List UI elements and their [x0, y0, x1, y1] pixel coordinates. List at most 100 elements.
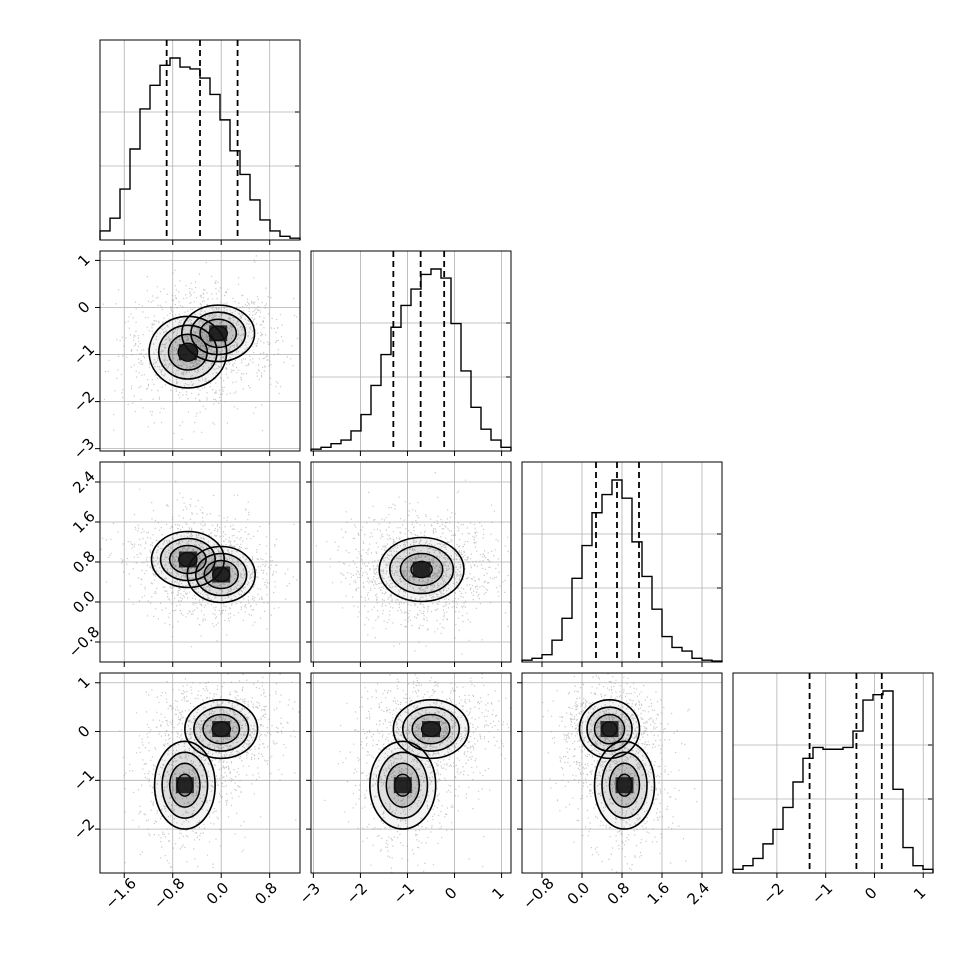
- x-tick-label: 0.8: [604, 879, 634, 909]
- contour-line: [190, 311, 247, 356]
- contour-line: [593, 740, 656, 830]
- y-tick-label: −1: [70, 340, 98, 368]
- x-tick-label: 2.4: [684, 879, 714, 909]
- contour-line: [194, 552, 248, 597]
- density-peak: [600, 721, 619, 738]
- x-tick-label: 0: [441, 884, 460, 903]
- histogram-step: [521, 479, 723, 662]
- density-layer: [102, 251, 299, 441]
- y-tick-label: −1: [70, 766, 98, 794]
- axes-frame: [99, 39, 301, 241]
- scatter-panel-1-0: −3 −2 −1 0 1: [70, 250, 301, 463]
- x-tick-label: 0.0: [564, 879, 594, 909]
- x-tick-label: −1.6: [101, 874, 139, 912]
- x-tick-label: 1.6: [644, 879, 674, 909]
- x-tick-label: −0.8: [150, 874, 188, 912]
- contour-line: [153, 740, 216, 830]
- contour-line: [167, 333, 209, 371]
- contour-line: [608, 762, 641, 808]
- contour-line: [168, 544, 207, 575]
- contour-line: [193, 706, 250, 752]
- contour-line: [378, 536, 465, 603]
- contour-line: [157, 324, 218, 380]
- density-peak: [178, 551, 197, 568]
- contour-line: [369, 740, 437, 830]
- density-layer: [100, 673, 300, 873]
- y-tick-label: 1.6: [69, 507, 99, 537]
- hist-panel-1: [310, 250, 512, 456]
- contour-line: [389, 544, 455, 595]
- x-tick-label: −2: [343, 879, 371, 907]
- contour-line: [392, 699, 470, 760]
- scatter-points: [102, 251, 299, 441]
- contour-line: [401, 706, 461, 752]
- scatter-panel-3-1: −3 −2 −1 0 1: [296, 672, 512, 908]
- axes-frame: [732, 672, 934, 874]
- density-peak: [212, 566, 231, 583]
- scatter-panel-3-0: −1.6 −0.8 0.0 0.8 −2 −1 0 1: [70, 672, 301, 913]
- density-peak: [412, 561, 431, 578]
- x-tick-label: −0.8: [519, 874, 557, 912]
- contour-line: [601, 751, 648, 819]
- contour-line: [203, 559, 239, 590]
- density-layer: [313, 472, 511, 655]
- density-peak: [422, 721, 440, 738]
- histogram-step: [732, 690, 934, 873]
- contour-line: [593, 713, 626, 745]
- x-tick-label: −1: [808, 879, 836, 907]
- scatter-points: [100, 480, 300, 648]
- contour-line: [150, 530, 226, 589]
- y-tick-label: 1: [74, 673, 93, 692]
- y-tick-label: 1: [74, 251, 93, 270]
- density-layer: [542, 673, 698, 873]
- hist-panel-3: −2 −1 0 1: [732, 672, 934, 908]
- contour-line: [177, 342, 199, 362]
- x-tick-label: −2: [759, 879, 787, 907]
- y-tick-label: 0: [74, 298, 93, 317]
- y-tick-label: −2: [70, 387, 98, 415]
- contour-line: [202, 713, 241, 745]
- axes-frame: [99, 250, 301, 452]
- hist-panel-0: [99, 39, 301, 245]
- density-peak: [212, 721, 231, 738]
- contour-line: [385, 762, 420, 808]
- x-tick-label: 0.0: [203, 879, 233, 909]
- y-tick-label: −2: [70, 815, 98, 843]
- contour-line: [586, 706, 633, 752]
- axes-frame: [310, 250, 512, 452]
- x-tick-label: 1: [488, 884, 507, 903]
- density-peak: [178, 344, 197, 361]
- density-peak: [393, 777, 412, 794]
- axes-frame: [310, 672, 512, 874]
- contour-line: [159, 537, 216, 582]
- contour-line: [411, 713, 451, 745]
- y-tick-label: 0.8: [69, 547, 99, 577]
- contour-line: [161, 751, 209, 819]
- scatter-points: [324, 673, 511, 873]
- density-peak: [615, 777, 634, 794]
- contour-line: [578, 699, 641, 760]
- histogram-step: [310, 268, 512, 451]
- contour-line: [399, 552, 444, 587]
- contour-line: [168, 762, 201, 808]
- y-tick-label: −3: [70, 434, 98, 462]
- density-peak: [209, 325, 228, 342]
- hist-panel-2: [521, 461, 723, 667]
- x-tick-label: 1: [910, 884, 929, 903]
- density-layer: [100, 480, 300, 648]
- scatter-panel-2-1: [306, 461, 512, 667]
- contour-line: [184, 699, 259, 760]
- x-tick-label: 0: [861, 884, 880, 903]
- y-tick-label: 0: [74, 722, 93, 741]
- contour-line: [199, 318, 238, 349]
- contour-line: [148, 315, 228, 389]
- y-tick-label: 0.0: [69, 587, 99, 617]
- axes-frame: [99, 672, 301, 874]
- x-tick-label: −1: [390, 879, 418, 907]
- contour-line: [186, 545, 256, 604]
- density-peak: [175, 777, 194, 794]
- x-tick-label: 0.8: [251, 879, 281, 909]
- y-tick-label: 2.4: [69, 467, 99, 497]
- contour-line: [181, 304, 256, 363]
